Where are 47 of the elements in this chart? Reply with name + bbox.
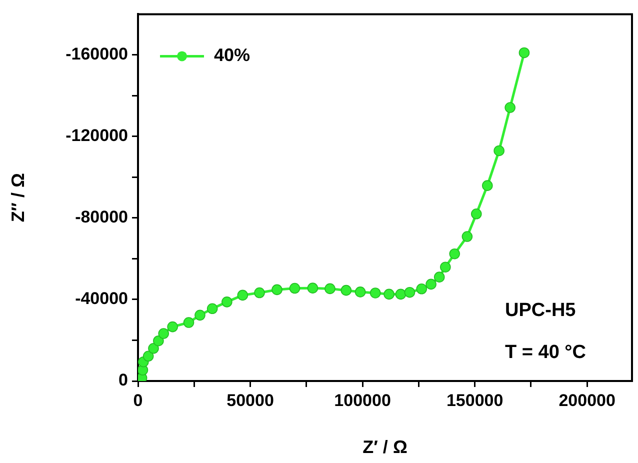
point xyxy=(194,310,206,321)
point xyxy=(307,282,318,294)
point xyxy=(470,208,482,220)
point xyxy=(449,248,460,260)
point xyxy=(183,317,194,328)
point xyxy=(384,288,394,300)
point xyxy=(482,180,493,191)
y-tick-label: -80000 xyxy=(75,208,128,227)
x-tick-label: 0 xyxy=(133,390,143,410)
x-tick-label: 150000 xyxy=(446,390,504,410)
y-tick-label: -40000 xyxy=(75,289,128,308)
annotation: UPC-H5 xyxy=(505,300,576,322)
legend-label: 40% xyxy=(214,45,250,66)
point xyxy=(324,283,336,294)
x-tick-label: 200000 xyxy=(558,390,616,410)
x-tick-label: 50000 xyxy=(226,390,274,410)
x-tick-label: 100000 xyxy=(334,390,391,410)
point xyxy=(440,262,451,272)
point xyxy=(370,288,381,298)
point xyxy=(340,284,352,296)
point xyxy=(167,321,178,332)
point xyxy=(504,102,516,113)
point xyxy=(153,335,164,346)
x-axis-title: Z′ / Ω xyxy=(362,437,408,458)
annotation: T = 40 °C xyxy=(505,342,586,364)
point xyxy=(395,288,406,300)
point xyxy=(518,47,530,58)
y-tick-label: -160000 xyxy=(66,44,128,64)
point xyxy=(404,286,416,298)
point xyxy=(222,296,232,308)
point xyxy=(426,278,436,290)
y-tick-label: -120000 xyxy=(66,126,128,146)
point xyxy=(206,303,218,314)
point xyxy=(354,286,366,298)
point xyxy=(158,328,169,339)
point xyxy=(142,350,154,362)
y-tick-label: 0 xyxy=(118,370,128,390)
point xyxy=(462,231,473,242)
point xyxy=(494,145,504,156)
point xyxy=(148,342,159,354)
point xyxy=(272,284,282,296)
y-axis-title: Z″ / Ω xyxy=(8,173,28,222)
point xyxy=(416,283,427,294)
point xyxy=(289,282,300,294)
point xyxy=(434,272,445,282)
point xyxy=(237,290,248,301)
point xyxy=(254,287,265,298)
